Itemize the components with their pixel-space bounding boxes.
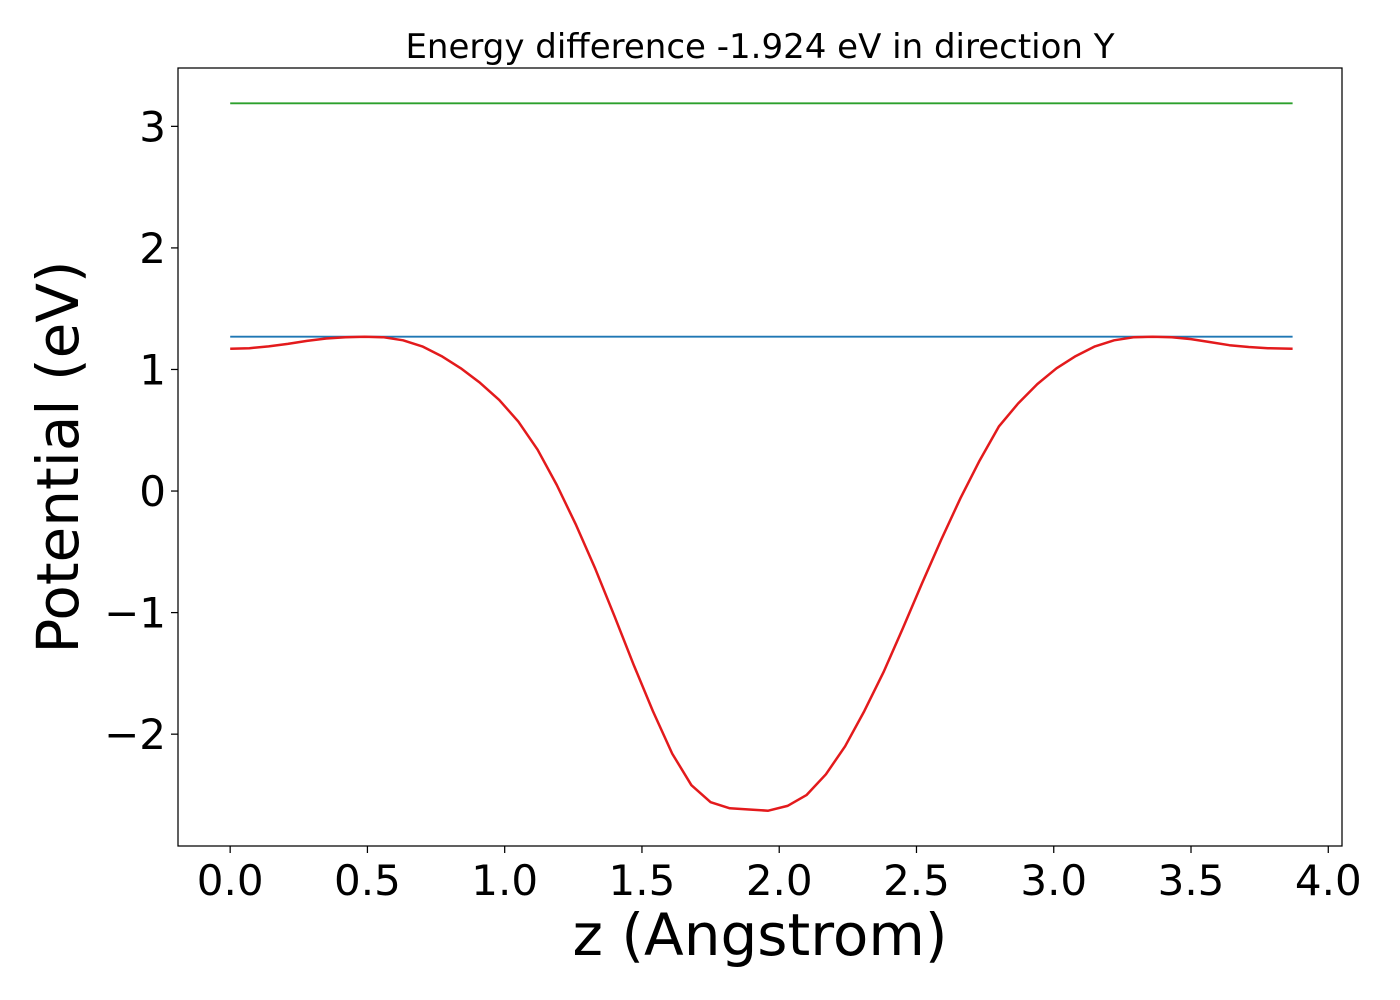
- x-axis-ticks: 0.0 0.5 1.0 1.5 2.0 2.5 3.0 3.5 4.0: [197, 846, 1362, 905]
- y-tick-label: −1: [104, 589, 166, 638]
- plot-lines: [230, 102, 1293, 812]
- x-tick-label: 3.5: [1158, 856, 1225, 905]
- plot-frame: [177, 67, 1343, 847]
- x-tick-label: 1.0: [471, 856, 538, 905]
- x-tick-label: 1.5: [609, 856, 676, 905]
- x-tick-label: 2.0: [746, 856, 813, 905]
- x-tick-label: 2.5: [883, 856, 950, 905]
- y-axis-ticks: −2 −1 0 1 2 3: [104, 102, 178, 759]
- y-tick-label: 2: [139, 224, 166, 273]
- x-tick-label: 0.0: [197, 856, 264, 905]
- x-tick-label: 4.0: [1295, 856, 1362, 905]
- y-tick-label: −2: [104, 710, 166, 759]
- x-tick-label: 0.5: [334, 856, 401, 905]
- y-tick-label: 3: [139, 102, 166, 151]
- y-axis-label: Potential (eV): [24, 260, 92, 653]
- x-axis-label: z (Angstrom): [573, 901, 948, 969]
- x-tick-label: 3.0: [1020, 856, 1087, 905]
- y-tick-label: 1: [139, 345, 166, 394]
- y-tick-label: 0: [139, 467, 166, 516]
- series-line-3: [230, 335, 1293, 812]
- chart-title: Energy difference -1.924 eV in direction…: [405, 27, 1114, 67]
